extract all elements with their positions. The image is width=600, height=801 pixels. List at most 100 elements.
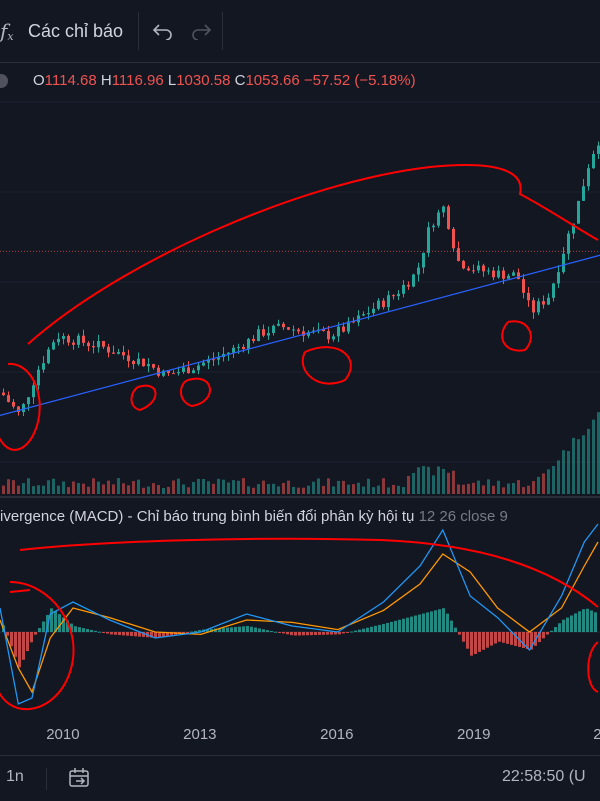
volume-bar: [112, 484, 115, 494]
candle: [2, 392, 5, 396]
macd-histogram-bar: [322, 632, 325, 635]
volume-bar: [487, 479, 490, 494]
annotation-circle: [501, 320, 532, 352]
annotation-circle: [130, 384, 157, 412]
volume-bar: [297, 487, 300, 494]
macd-histogram-bar: [50, 608, 53, 632]
macd-histogram-bar: [538, 632, 541, 643]
volume-bar: [177, 478, 180, 494]
candle: [522, 279, 525, 293]
macd-histogram-bar: [286, 632, 289, 635]
macd-histogram-bar: [182, 632, 185, 634]
macd-histogram-bar: [114, 632, 117, 635]
price-chart[interactable]: 2010 2013 2016 2019 20: [0, 62, 600, 755]
volume-bar: [382, 478, 385, 494]
candle: [167, 370, 170, 374]
candle: [27, 397, 30, 405]
volume-bar: [327, 478, 330, 494]
macd-params: 12 26 close 9: [418, 508, 508, 525]
candle: [12, 401, 15, 407]
interval-button[interactable]: 1n: [6, 768, 24, 785]
macd-histogram-bar: [82, 628, 85, 632]
indicators-button[interactable]: Các chỉ báo: [28, 20, 124, 41]
macd-histogram-bar: [250, 626, 253, 632]
candle: [447, 206, 450, 229]
volume-bar: [497, 480, 500, 494]
volume-bar: [92, 478, 95, 494]
macd-histogram-bar: [342, 632, 345, 634]
candle: [57, 338, 60, 343]
macd-histogram-bar: [206, 629, 209, 632]
volume-bar: [452, 470, 455, 494]
volume-bar: [212, 483, 215, 494]
candle: [107, 346, 110, 353]
volume-bar: [292, 486, 295, 494]
candle: [347, 321, 350, 332]
macd-histogram-bar: [242, 626, 245, 632]
volume-bar: [242, 478, 245, 494]
candle: [422, 252, 425, 268]
volume-bar: [52, 478, 55, 494]
volume-bar: [72, 481, 75, 494]
candle: [432, 225, 435, 228]
candle: [492, 270, 495, 278]
macd-histogram-bar: [378, 624, 381, 632]
macd-histogram-bar: [386, 622, 389, 632]
date-range-icon[interactable]: [68, 767, 92, 794]
candle: [537, 301, 540, 313]
volume-bar: [147, 486, 150, 494]
macd-histogram-bar: [514, 632, 517, 646]
macd-histogram-bar: [474, 632, 477, 654]
macd-histogram-bar: [190, 631, 193, 633]
macd-histogram-bar: [406, 617, 409, 632]
legend-toggle-icon[interactable]: [0, 74, 8, 88]
candle: [552, 283, 555, 298]
candle: [212, 359, 215, 361]
toolbar-divider: [46, 768, 47, 790]
volume-bar: [592, 419, 595, 494]
candle: [587, 168, 590, 187]
macd-histogram-bar: [358, 629, 361, 632]
x-tick-label: 2016: [320, 726, 353, 743]
volume-bar: [417, 467, 420, 494]
macd-histogram-bar: [282, 632, 285, 634]
macd-histogram-bar: [562, 619, 565, 632]
candle: [172, 373, 175, 375]
volume-bar: [22, 483, 25, 494]
macd-histogram-bar: [398, 619, 401, 632]
clock-display[interactable]: 22:58:50 (U: [502, 768, 586, 785]
macd-histogram-bar: [266, 630, 269, 632]
candle: [437, 212, 440, 226]
macd-histogram-bar: [574, 613, 577, 632]
candle: [412, 274, 415, 287]
volume-bar: [262, 480, 265, 494]
macd-histogram-bar: [442, 608, 445, 632]
volume-bar: [572, 437, 575, 494]
volume-bar: [82, 483, 85, 494]
volume-bar: [107, 480, 110, 494]
macd-legend[interactable]: ivergence (MACD) - Chỉ báo trung bình bi…: [0, 508, 600, 525]
macd-histogram-bar: [594, 612, 597, 632]
macd-histogram-bar: [38, 628, 41, 632]
low-value: 1030.58: [176, 72, 231, 89]
volume-bar: [402, 487, 405, 494]
macd-histogram-bar: [270, 630, 273, 632]
volume-bar: [432, 475, 435, 494]
volume-bar: [122, 483, 125, 494]
macd-histogram-bar: [142, 632, 145, 637]
macd-line: [0, 523, 599, 705]
volume-bar: [207, 481, 210, 494]
undo-icon[interactable]: [150, 10, 176, 52]
volume-bar: [512, 483, 515, 494]
candle: [362, 314, 365, 316]
macd-histogram-bar: [570, 615, 573, 632]
macd-histogram-bar: [162, 632, 165, 637]
volume-bar: [42, 485, 45, 494]
redo-icon[interactable]: [188, 10, 214, 52]
volume-bar: [97, 481, 100, 494]
volume-bar: [482, 485, 485, 494]
candle: [407, 284, 410, 287]
macd-histogram-bar: [314, 632, 317, 636]
macd-histogram-bar: [522, 632, 525, 649]
